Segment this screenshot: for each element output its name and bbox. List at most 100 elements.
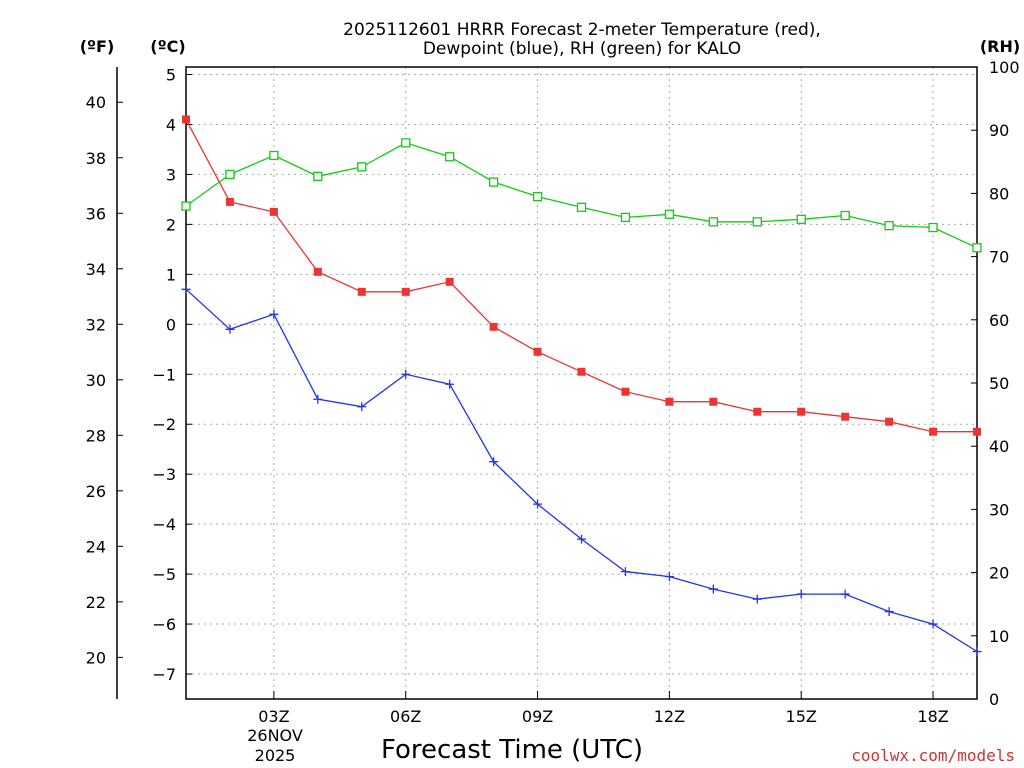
rh-tick-label: 70: [989, 248, 1009, 267]
temperature-point: [885, 417, 894, 426]
rh-series: [181, 138, 982, 253]
dewpoint-point: [401, 369, 411, 379]
temperature-line: [185, 119, 977, 433]
temperature-point: [357, 287, 366, 296]
rh-tick-label: 50: [989, 374, 1009, 393]
dewpoint-point: [664, 572, 674, 582]
rh-tick-label: 90: [989, 121, 1009, 140]
rh-point: [445, 152, 455, 162]
rh-point: [752, 217, 762, 227]
dewpoint-point: [181, 284, 191, 294]
celsius-tick-label: 1: [166, 265, 176, 284]
fahrenheit-unit-label: (ºF): [80, 37, 115, 56]
dewpoint-point: [752, 594, 762, 604]
celsius-tick-label: −5: [152, 565, 176, 584]
axis-layer: [116, 66, 978, 700]
temperature-point: [401, 287, 410, 296]
temperature-point: [709, 397, 718, 406]
rh-point: [488, 177, 499, 187]
fahrenheit-tick-label: 28: [86, 426, 106, 445]
temperature-point: [445, 277, 454, 286]
x-tick-label: 03Z: [258, 707, 289, 726]
dewpoint-point: [884, 607, 894, 617]
dewpoint-series: [181, 284, 982, 657]
dewpoint-point: [489, 457, 499, 467]
temperature-point: [973, 427, 981, 436]
date-day-label: 26NOV: [247, 726, 303, 745]
x-tick-label: 12Z: [654, 707, 685, 726]
fahrenheit-tick-label: 26: [86, 482, 106, 501]
x-tick-label: 09Z: [522, 707, 553, 726]
rh-tick-label: 30: [989, 500, 1009, 519]
fahrenheit-tick-label: 32: [86, 315, 106, 334]
temperature-point: [533, 347, 542, 356]
rh-tick-label: 100: [989, 58, 1020, 77]
temperature-point: [313, 267, 322, 276]
rh-unit-label: (RH): [980, 37, 1020, 56]
fahrenheit-tick-label: 34: [86, 260, 106, 279]
dewpoint-line: [185, 288, 978, 653]
dewpoint-point: [972, 647, 982, 657]
temperature-point: [489, 322, 498, 331]
celsius-tick-label: 0: [166, 315, 176, 334]
plot-frame: [185, 66, 978, 700]
rh-point: [576, 202, 587, 212]
chart-title-line1: 2025112601 HRRR Forecast 2-meter Tempera…: [343, 20, 821, 40]
x-tick-label: 15Z: [786, 707, 817, 726]
fahrenheit-tick-label: 38: [86, 149, 106, 168]
temperature-point: [929, 427, 938, 436]
dewpoint-point: [577, 534, 586, 544]
rh-point: [708, 217, 718, 227]
fahrenheit-tick-label: 20: [86, 648, 106, 667]
rh-point: [532, 191, 543, 202]
rh-point: [357, 162, 367, 172]
celsius-tick-label: −3: [152, 465, 176, 484]
rh-tick-label: 0: [989, 690, 999, 709]
rh-point: [313, 171, 323, 181]
dewpoint-point: [928, 619, 938, 629]
rh-tick-label: 10: [989, 627, 1009, 646]
chart-title-line2: Dewpoint (blue), RH (green) for KALO: [423, 39, 741, 59]
series-layer: [181, 115, 982, 657]
x-tick-label: 06Z: [390, 707, 421, 726]
dewpoint-point: [840, 589, 850, 599]
rh-point: [401, 138, 411, 148]
temperature-point: [269, 207, 278, 216]
rh-tick-label: 40: [989, 437, 1009, 456]
celsius-tick-label: 3: [166, 165, 176, 184]
rh-point: [181, 201, 191, 211]
dewpoint-point: [357, 402, 367, 412]
dewpoint-point: [620, 567, 630, 577]
rh-tick-label: 60: [989, 311, 1009, 330]
celsius-tick-label: −1: [152, 365, 176, 384]
rh-tick-label: 20: [989, 564, 1009, 583]
dewpoint-point: [445, 379, 455, 389]
rh-point: [884, 220, 894, 231]
celsius-tick-label: 2: [166, 215, 176, 234]
date-year-label: 2025: [255, 746, 296, 765]
dewpoint-point: [796, 589, 806, 599]
temperature-series: [182, 115, 981, 436]
rh-point: [840, 210, 850, 221]
celsius-tick-label: −6: [152, 615, 176, 634]
temperature-point: [665, 397, 674, 406]
fahrenheit-tick-label: 36: [86, 204, 106, 223]
temperature-point: [225, 197, 234, 206]
x-axis-title: Forecast Time (UTC): [381, 735, 643, 765]
celsius-tick-label: 4: [166, 115, 176, 134]
rh-point: [225, 169, 235, 180]
rh-point: [620, 212, 631, 223]
x-tick-label: 18Z: [917, 707, 948, 726]
credit-link[interactable]: coolwx.com/models: [851, 746, 1015, 765]
celsius-unit-label: (ºC): [150, 37, 185, 56]
celsius-tick-label: −2: [152, 415, 176, 434]
rh-point: [664, 209, 675, 219]
temperature-point: [753, 407, 762, 416]
dewpoint-point: [313, 394, 323, 404]
fahrenheit-tick-label: 22: [86, 593, 106, 612]
fahrenheit-tick-label: 30: [86, 371, 106, 390]
temperature-point: [182, 115, 190, 124]
